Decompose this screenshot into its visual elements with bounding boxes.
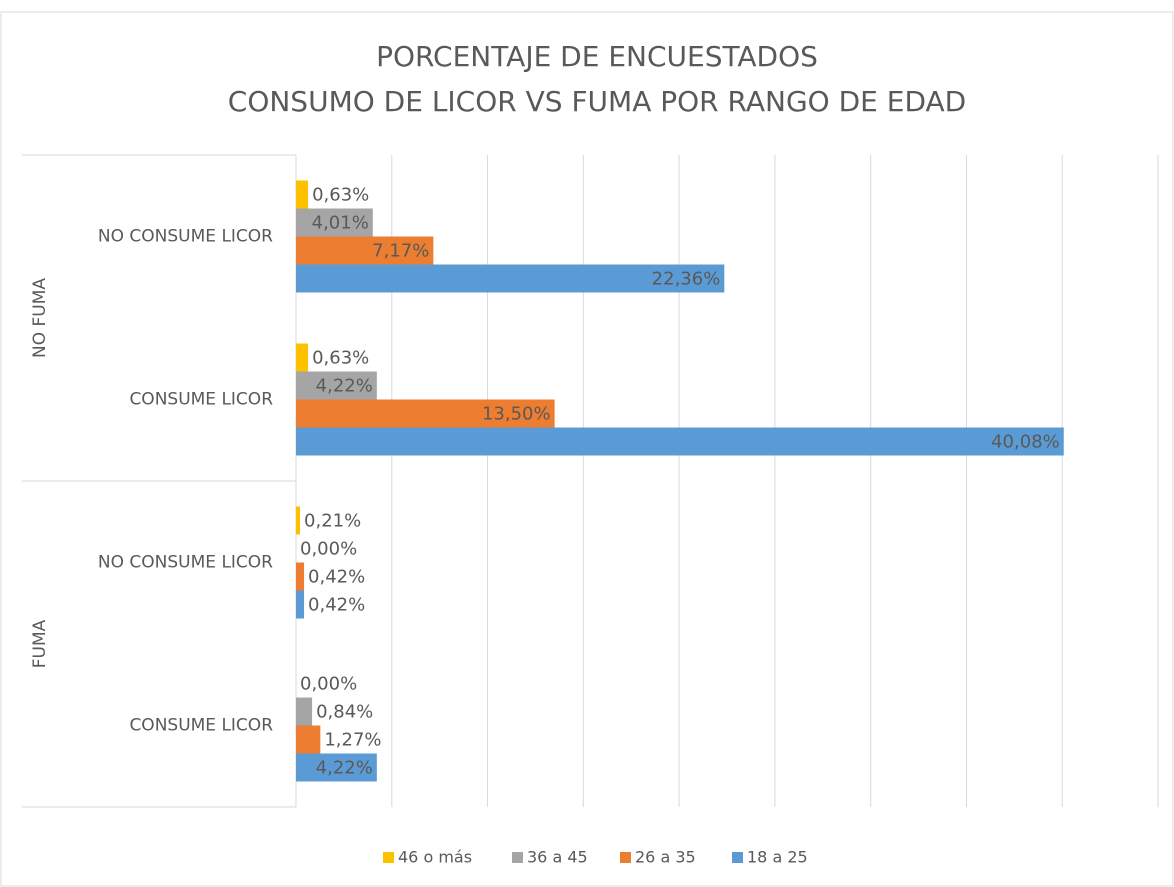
bar	[296, 562, 305, 591]
data-label: 4,22%	[316, 376, 373, 397]
legend-swatch	[512, 852, 523, 863]
y-tick-label: NO CONSUME LICOR	[98, 553, 273, 573]
bar	[296, 264, 725, 293]
legend-label: 46 o más	[398, 848, 472, 867]
bar	[296, 208, 373, 237]
data-label: 7,17%	[372, 241, 429, 262]
chart-subtitle: CONSUMO DE LICOR VS FUMA POR RANGO DE ED…	[228, 85, 966, 118]
data-label: 0,00%	[300, 674, 357, 695]
bar	[296, 753, 377, 782]
bar	[296, 371, 377, 400]
legend-label: 18 a 25	[747, 848, 808, 867]
data-label: 22,36%	[652, 269, 721, 290]
data-label: 0,84%	[316, 702, 373, 723]
bar	[296, 725, 321, 754]
legend-label: 36 a 45	[527, 848, 588, 867]
data-label: 4,22%	[316, 758, 373, 779]
legend-label: 26 a 35	[635, 848, 696, 867]
bar	[296, 590, 305, 619]
data-label: 0,42%	[308, 567, 365, 588]
bar	[296, 697, 313, 726]
y-tick-label: NO CONSUME LICOR	[98, 227, 273, 247]
data-label: 0,63%	[312, 185, 369, 206]
data-label: 13,50%	[482, 404, 551, 425]
data-label: 0,00%	[300, 539, 357, 560]
data-label: 0,21%	[304, 511, 361, 532]
bar	[296, 399, 555, 428]
bar	[296, 506, 301, 535]
data-label: 40,08%	[991, 432, 1060, 453]
bar	[296, 180, 309, 209]
chart-title: PORCENTAJE DE ENCUESTADOS	[376, 40, 818, 73]
bar	[296, 236, 434, 265]
bar	[296, 427, 1064, 456]
legend-swatch	[732, 852, 743, 863]
data-label: 0,63%	[312, 348, 369, 369]
bar	[296, 343, 309, 372]
y-tick-label: CONSUME LICOR	[129, 716, 273, 736]
legend-swatch	[383, 852, 394, 863]
data-label: 4,01%	[312, 213, 369, 234]
data-label: 1,27%	[324, 730, 381, 751]
legend-swatch	[620, 852, 631, 863]
group-label: FUMA	[30, 619, 50, 668]
group-label: NO FUMA	[30, 278, 50, 358]
data-label: 0,42%	[308, 595, 365, 616]
y-tick-label: CONSUME LICOR	[129, 390, 273, 410]
